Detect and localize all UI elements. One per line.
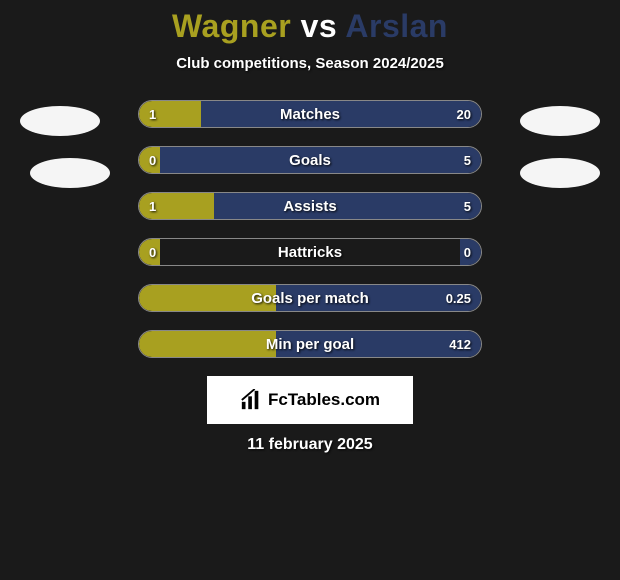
stat-value-right: 0 bbox=[454, 239, 481, 265]
stat-label: Min per goal bbox=[139, 331, 481, 357]
stat-bar: 0Hattricks0 bbox=[138, 238, 482, 266]
stat-value-right: 20 bbox=[447, 101, 481, 127]
brand-logo: FcTables.com bbox=[207, 376, 413, 424]
vs-text: vs bbox=[301, 8, 338, 44]
player2-name: Arslan bbox=[345, 8, 448, 44]
stat-bar: Goals per match0.25 bbox=[138, 284, 482, 312]
player1-name: Wagner bbox=[172, 8, 291, 44]
stats-comparison-card: Wagner vs Arslan Club competitions, Seas… bbox=[0, 0, 620, 454]
stat-value-right: 5 bbox=[454, 147, 481, 173]
stats-rows: 1Matches200Goals51Assists50Hattricks0Goa… bbox=[0, 100, 620, 358]
stat-value-right: 5 bbox=[454, 193, 481, 219]
stat-label: Goals bbox=[139, 147, 481, 173]
stat-value-right: 412 bbox=[439, 331, 481, 357]
stat-bar: 1Assists5 bbox=[138, 192, 482, 220]
brand-text: FcTables.com bbox=[268, 390, 380, 410]
stat-label: Matches bbox=[139, 101, 481, 127]
stat-bar: 0Goals5 bbox=[138, 146, 482, 174]
footer-date: 11 february 2025 bbox=[0, 436, 620, 454]
stat-value-right: 0.25 bbox=[436, 285, 481, 311]
stat-label: Assists bbox=[139, 193, 481, 219]
stat-bar: 1Matches20 bbox=[138, 100, 482, 128]
chart-icon bbox=[240, 389, 262, 411]
stat-label: Hattricks bbox=[139, 239, 481, 265]
subtitle: Club competitions, Season 2024/2025 bbox=[0, 55, 620, 72]
stat-bar: Min per goal412 bbox=[138, 330, 482, 358]
page-title: Wagner vs Arslan bbox=[0, 8, 620, 45]
stat-label: Goals per match bbox=[139, 285, 481, 311]
